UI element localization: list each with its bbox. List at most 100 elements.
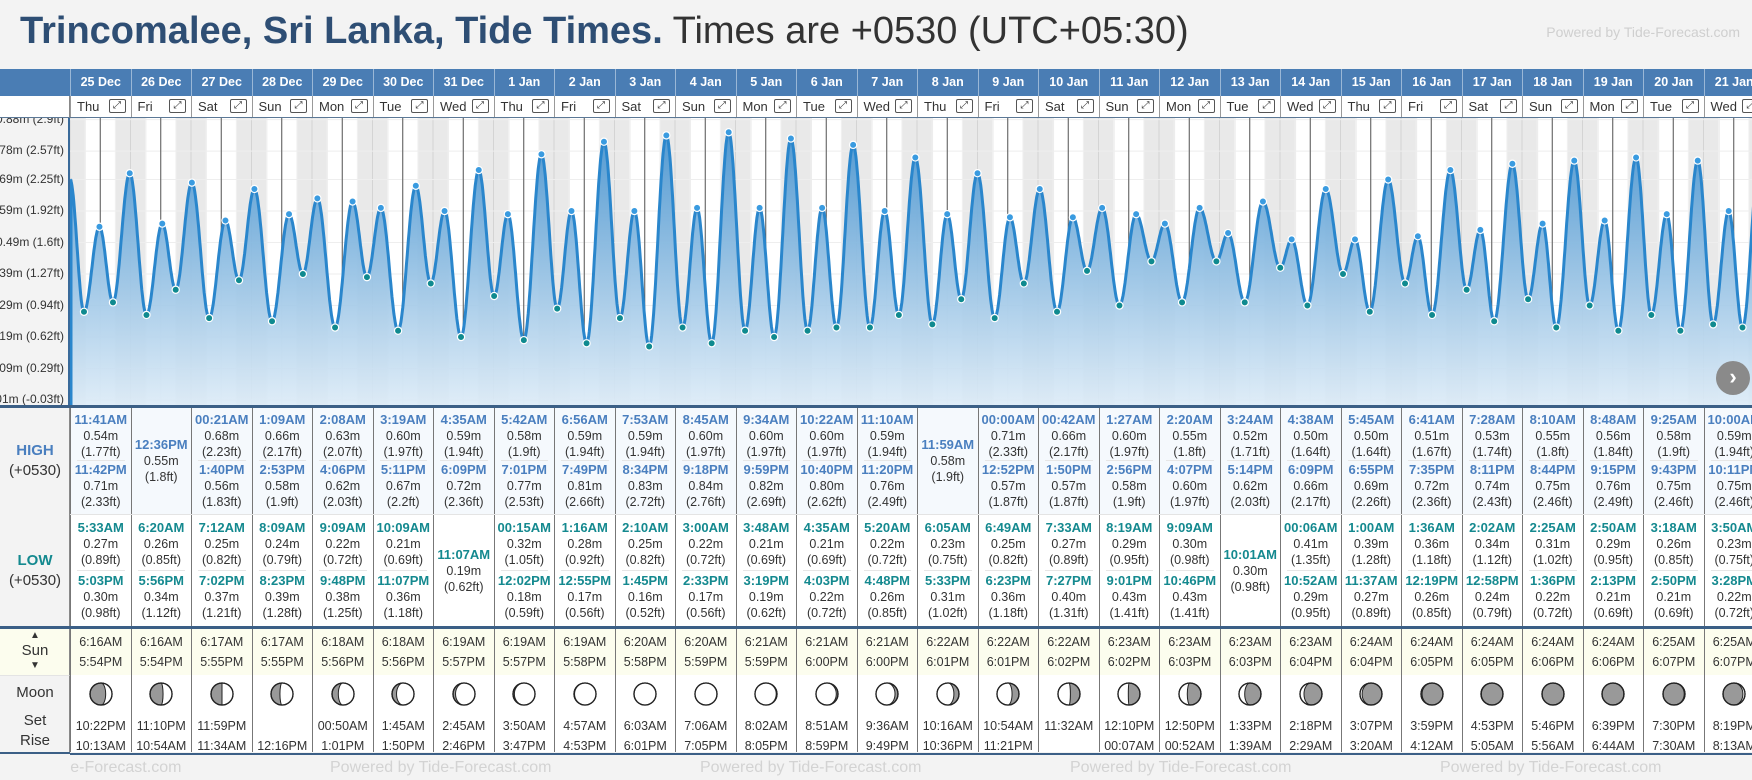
low-tide-time: 2:10AM [622,520,669,535]
divider [1105,570,1153,571]
sun-cell: 6:17AM 5:55PM [251,629,313,675]
low-tide-height-ft: (0.62ft) [443,579,484,594]
expand-day-icon[interactable]: ⤢ [653,99,670,113]
divider [1589,460,1637,462]
expand-day-icon[interactable]: ⤢ [471,99,489,113]
sunset-time: 6:02PM [1107,655,1151,669]
high-tide-time: 4:38AM [1287,412,1334,428]
expand-day-icon[interactable]: ⤢ [1742,99,1752,113]
expand-day-icon[interactable]: ⤢ [955,99,973,113]
low-tide-time: 7:12AM [198,520,245,535]
high-tide-entry: 9:15PM 0.76m (2.49ft) [1584,462,1644,510]
high-tide-height-ft: (1.74ft) [1472,445,1513,460]
expand-day-icon[interactable]: ⤢ [1681,99,1699,113]
expand-day-icon[interactable]: ⤢ [713,99,731,113]
weekday-cell: Fri ⤢ [130,96,192,117]
expand-day-icon[interactable]: ⤢ [1379,99,1396,113]
weekday-cell: Thu ⤢ [493,96,555,117]
high-tide-entry: 6:55PM 0.69m (2.26ft) [1342,462,1402,510]
expand-day-icon[interactable]: ⤢ [1560,99,1578,113]
weekday-label: Fri [1408,99,1424,114]
sun-cell: 6:23AM 6:03PM [1219,629,1281,675]
high-tide-height-ft: (1.94ft) [867,445,908,460]
divider [1650,570,1698,571]
sunrise-time: 6:24AM [1349,635,1393,649]
high-tide-height-m: 0.60m [385,429,421,444]
low-tide-point [769,332,779,342]
expand-day-icon[interactable]: ⤢ [1197,99,1215,113]
sun-cell: 6:25AM 6:07PM [1703,629,1752,675]
low-tide-time: 3:00AM [682,520,729,535]
moonset-time: 7:30PM [1652,719,1696,733]
low-tide-entry: 10:46PM 0.43m (1.41ft) [1160,573,1220,621]
high-tide-time: 1:27AM [1106,412,1153,428]
expand-day-icon[interactable]: ⤢ [834,99,852,113]
sunset-time: 6:04PM [1349,655,1393,669]
high-tide-cell: 00:21AM 0.68m (2.23ft) 1:40PM 0.56m (1.83ft) [191,408,252,514]
moon-cell: 6:39PM 6:44AM [1582,675,1644,753]
high-tide-height-m: 0.52m [1232,429,1268,444]
expand-day-icon[interactable]: ⤢ [895,99,912,113]
next-page-button[interactable]: › [1716,361,1750,395]
expand-day-icon[interactable]: ⤢ [1258,99,1275,113]
weekday-label: Thu [1347,99,1370,114]
sunset-time: 6:06PM [1531,655,1575,669]
moon-cell: 1:33PM 1:39AM [1219,675,1281,753]
low-tide-height-m: 0.28m [567,537,603,551]
high-tide-height-m: 0.66m [1051,429,1087,444]
expand-day-icon[interactable]: ⤢ [1318,99,1336,113]
expand-day-icon[interactable]: ⤢ [774,99,791,113]
expand-day-icon[interactable]: ⤢ [411,99,428,113]
expand-day-icon[interactable]: ⤢ [1137,99,1154,113]
high-tide-entry: 10:22AM 0.60m (1.97ft) [797,412,857,460]
low-tide-entry: 6:49AM 0.25m (0.82ft) [979,520,1039,568]
date-header: 2 Jan [554,69,615,96]
moonrise-time: 2:46PM [442,739,486,753]
expand-day-icon[interactable]: ⤢ [592,99,610,113]
high-tide-point [880,206,889,216]
expand-day-icon[interactable]: ⤢ [290,99,307,113]
low-tide-time: 2:25AM [1529,520,1576,535]
low-tide-time: 2:13PM [1590,573,1637,588]
low-tide-entry: 3:19PM 0.19m (0.62ft) [737,573,797,621]
low-tide-entry: 2:33PM 0.17m (0.56ft) [676,573,736,621]
expand-day-icon[interactable]: ⤢ [1500,99,1517,113]
low-tide-entry: 2:25AM 0.31m (1.02ft) [1523,520,1583,568]
expand-day-icon[interactable]: ⤢ [350,99,368,113]
expand-day-icon[interactable]: ⤢ [532,99,549,113]
weekday-cell: Sat ⤢ [1038,96,1099,117]
expand-day-icon[interactable]: ⤢ [1016,99,1033,113]
high-tide-time: 00:00AM [981,412,1035,428]
high-tide-point [221,216,230,225]
low-tide-entry: 00:06AM 0.41m (1.35ft) [1281,520,1341,568]
high-tide-height-m: 0.55m [1535,429,1571,444]
expand-day-icon[interactable]: ⤢ [229,99,247,113]
sunrise-time: 6:19AM [442,635,486,649]
moonrise-time: 10:54AM [136,739,187,753]
expand-day-icon[interactable]: ⤢ [108,99,126,113]
high-tide-entry: 4:35AM 0.59m (1.94ft) [434,412,494,460]
divider [621,570,669,571]
low-tide-time: 9:09AM [1166,520,1213,535]
low-tide-time: 3:19PM [743,573,790,588]
expand-day-icon[interactable]: ⤢ [1439,99,1457,113]
sunset-time: 5:57PM [502,655,546,669]
expand-day-icon[interactable]: ⤢ [1621,99,1638,113]
low-tide-height-m: 0.24m [1474,590,1510,604]
weekday-cell: Sun ⤢ [1522,96,1583,117]
low-tide-cell: 3:18AM 0.26m (0.85ft) 2:50PM 0.21m (0.69ft) [1643,515,1704,626]
moon-phase-icon [1359,682,1383,706]
high-tide-point [1383,175,1393,184]
low-tide-point [267,317,277,326]
low-tz-label: (+0530) [8,572,62,589]
low-tide-point [990,313,999,323]
expand-day-icon[interactable]: ⤢ [1076,99,1094,113]
moonset-time: 7:06AM [684,719,728,733]
moon-cell: 3:50AM 3:47PM [493,675,555,753]
expand-day-icon[interactable]: ⤢ [169,99,186,113]
high-tide-point [537,150,546,159]
low-tide-height-ft: (1.35ft) [1290,553,1331,567]
divider [742,460,790,462]
low-tide-cell: 4:35AM 0.21m (0.69ft) 4:03PM 0.22m (0.72ft) [796,515,857,626]
